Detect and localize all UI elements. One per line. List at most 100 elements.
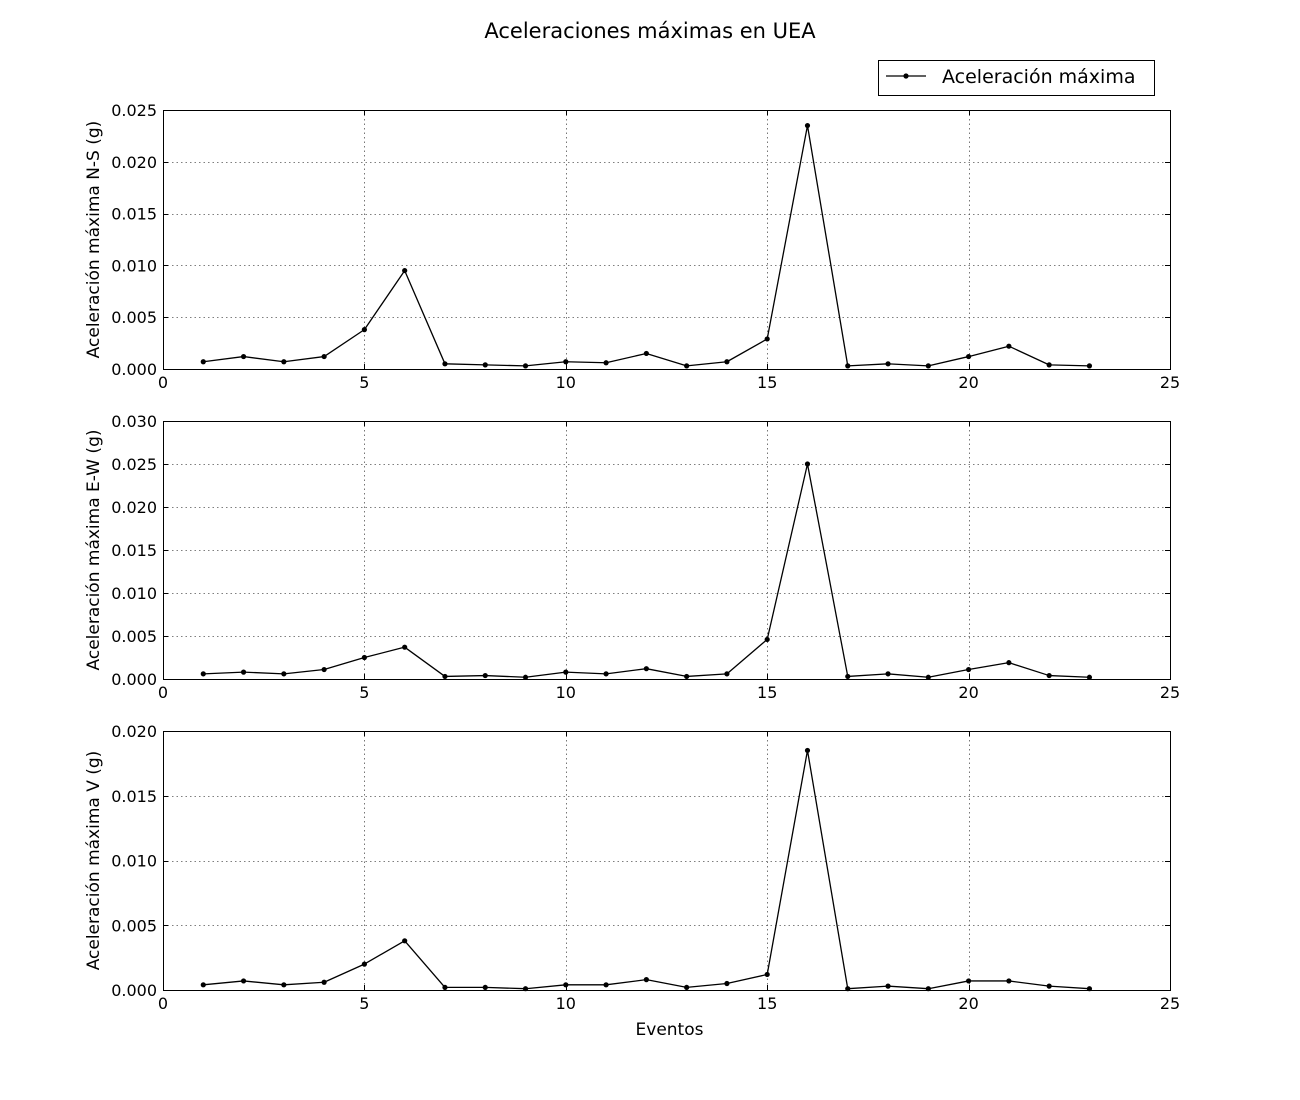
ew-data-point bbox=[1006, 660, 1012, 666]
ns-data-point bbox=[361, 327, 367, 333]
v-y-tick-label: 0.020 bbox=[111, 722, 157, 741]
ew-data-point bbox=[885, 671, 891, 677]
v-data-point bbox=[1006, 978, 1012, 984]
ew-x-tick-label: 5 bbox=[359, 683, 369, 702]
ns-data-point bbox=[200, 359, 206, 365]
ew-data-point bbox=[764, 636, 770, 643]
v-data-point bbox=[281, 982, 287, 988]
ns-data-point bbox=[563, 359, 569, 365]
ew-data-point bbox=[925, 674, 931, 680]
ns-axes-frame bbox=[163, 110, 1171, 370]
ns-x-tick-label: 20 bbox=[958, 373, 978, 392]
ew-data-point bbox=[563, 669, 569, 675]
ew-data-point bbox=[724, 671, 730, 677]
subplot-ns: 0 5 10 15 20 25 0.000 0.005 0.010 0.015 0.020 0.025… bbox=[84, 101, 1180, 392]
ns-data-point bbox=[240, 353, 247, 360]
v-x-tick-label: 25 bbox=[1160, 994, 1180, 1013]
ew-data-point bbox=[804, 461, 811, 467]
ew-data-point bbox=[845, 673, 851, 680]
ew-y-tick-label: 0.005 bbox=[111, 627, 157, 646]
v-data-point bbox=[643, 977, 649, 983]
ew-y-axis-label: Aceleración máxima E-W (g) bbox=[84, 430, 104, 671]
ns-y-tick-label: 0.020 bbox=[111, 153, 157, 172]
ns-data-point bbox=[1086, 363, 1093, 369]
v-y-tick-label: 0.000 bbox=[111, 981, 157, 1000]
v-y-axis-label: Aceleración máxima V (g) bbox=[84, 751, 104, 971]
ew-data-point bbox=[1086, 674, 1093, 680]
legend-marker-swatch bbox=[903, 73, 909, 79]
v-x-tick-label: 15 bbox=[757, 994, 777, 1013]
ew-x-tick-label: 10 bbox=[556, 683, 576, 702]
ns-data-point bbox=[643, 350, 649, 357]
v-data-point bbox=[563, 982, 569, 988]
ns-y-tick-label: 0.000 bbox=[111, 360, 157, 379]
v-y-tick-label: 0.010 bbox=[111, 852, 157, 871]
ns-data-point bbox=[885, 361, 891, 367]
ns-x-tick-label: 0 bbox=[158, 373, 168, 392]
ew-x-tick-label: 0 bbox=[158, 683, 168, 702]
ns-x-tick-label: 10 bbox=[556, 373, 576, 392]
ns-data-point bbox=[764, 336, 770, 342]
ns-y-tick-label: 0.015 bbox=[111, 205, 157, 224]
ns-data-point bbox=[966, 353, 972, 360]
v-data-point bbox=[1086, 986, 1093, 992]
v-data-point bbox=[925, 986, 931, 992]
ns-x-tick-label: 25 bbox=[1160, 373, 1180, 392]
chart-title: Aceleraciones máximas en UEA bbox=[484, 19, 816, 43]
ew-data-point bbox=[442, 673, 448, 680]
v-data-point bbox=[684, 984, 690, 991]
ew-data-point bbox=[966, 666, 972, 673]
ns-data-point bbox=[402, 267, 408, 274]
v-data-point bbox=[442, 984, 448, 991]
ew-x-tick-label: 20 bbox=[958, 683, 978, 702]
ew-y-tick-label: 0.015 bbox=[111, 541, 157, 560]
v-y-tick-label: 0.015 bbox=[111, 787, 157, 806]
ew-y-tick-label: 0.000 bbox=[111, 670, 157, 689]
ns-data-point bbox=[804, 122, 811, 129]
ns-data-point bbox=[1006, 343, 1012, 349]
v-x-tick-label: 5 bbox=[359, 994, 369, 1013]
legend-box bbox=[878, 60, 1155, 96]
ns-y-tick-label: 0.005 bbox=[111, 308, 157, 327]
ns-y-axis-label: Aceleración máxima N-S (g) bbox=[84, 121, 104, 359]
ew-data-point bbox=[684, 673, 690, 680]
v-data-point bbox=[1046, 983, 1052, 989]
v-data-point bbox=[885, 983, 891, 989]
ns-data-point bbox=[281, 359, 287, 365]
ns-y-tick-label: 0.025 bbox=[111, 101, 157, 120]
v-data-point bbox=[240, 978, 247, 984]
v-data-point bbox=[482, 984, 488, 991]
v-data-point bbox=[804, 747, 811, 754]
ns-data-point bbox=[522, 363, 529, 369]
ns-data-point bbox=[1046, 362, 1052, 368]
ew-data-point bbox=[603, 671, 609, 677]
ew-data-point bbox=[281, 671, 287, 677]
subplot-ew: 0 5 10 15 20 25 0.000 0.005 0.010 0.015 0.020 0.025… bbox=[84, 412, 1180, 702]
v-data-point bbox=[724, 980, 730, 987]
legend: Aceleración máxima bbox=[878, 60, 1155, 96]
ew-x-tick-label: 15 bbox=[757, 683, 777, 702]
ew-x-tick-label: 25 bbox=[1160, 683, 1180, 702]
ew-data-point bbox=[482, 672, 488, 679]
v-data-point bbox=[603, 982, 609, 988]
ew-data-point bbox=[240, 669, 247, 675]
v-data-point bbox=[522, 986, 529, 992]
v-x-axis-label: Eventos bbox=[636, 1020, 704, 1040]
legend-label: Aceleración máxima bbox=[942, 66, 1135, 88]
v-data-point bbox=[764, 971, 770, 978]
ns-x-tick-label: 15 bbox=[757, 373, 777, 392]
ew-y-tick-label: 0.025 bbox=[111, 455, 157, 474]
ns-data-point bbox=[925, 363, 931, 369]
v-data-point bbox=[402, 938, 408, 944]
ew-data-point bbox=[321, 666, 327, 673]
ns-data-point bbox=[603, 360, 609, 366]
v-x-tick-label: 0 bbox=[158, 994, 168, 1013]
v-y-tick-label: 0.005 bbox=[111, 916, 157, 935]
v-x-tick-label: 10 bbox=[556, 994, 576, 1013]
ew-data-point bbox=[1046, 672, 1052, 679]
ns-data-point bbox=[321, 353, 327, 360]
ew-data-point bbox=[200, 671, 206, 677]
ew-data-point bbox=[522, 674, 529, 680]
